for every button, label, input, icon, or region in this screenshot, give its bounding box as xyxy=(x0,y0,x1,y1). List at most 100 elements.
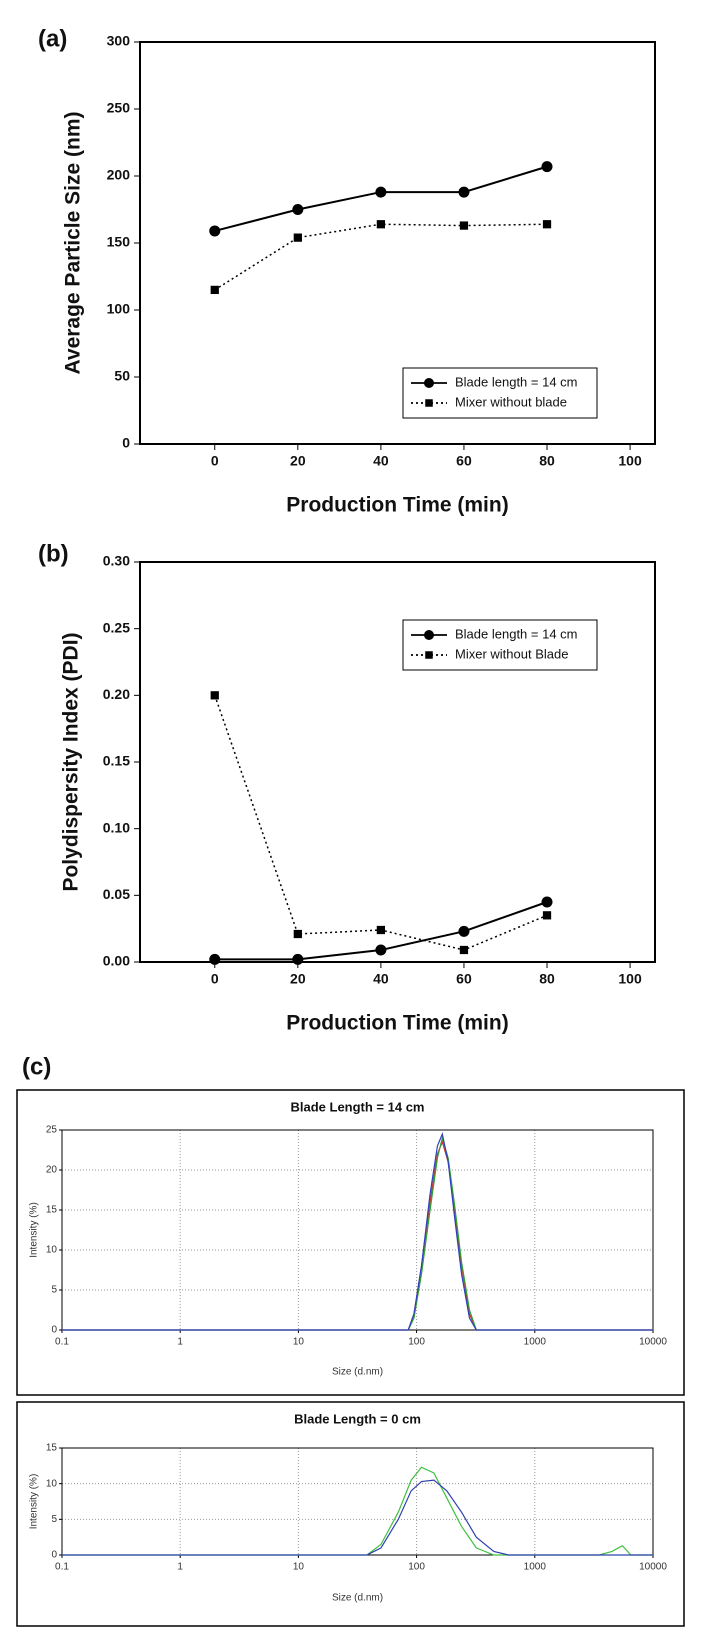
x-tick-label: 1000 xyxy=(524,1337,547,1348)
point xyxy=(375,944,387,956)
x-tick-label: 1000 xyxy=(524,1562,547,1573)
x-tick-label: 10000 xyxy=(639,1562,667,1573)
y-tick-label: 15 xyxy=(46,1443,58,1454)
x-axis-label: Production Time (min) xyxy=(286,494,508,517)
y-tick-label: 50 xyxy=(114,368,130,384)
y-tick-label: 0 xyxy=(51,1325,57,1336)
x-tick-label: 80 xyxy=(539,453,555,469)
y-tick-label: 25 xyxy=(46,1125,58,1136)
y-axis-label: Average Particle Size (nm) xyxy=(62,112,85,375)
y-tick-label: 0.00 xyxy=(103,953,130,969)
y-axis-label: Intensity (%) xyxy=(29,1202,40,1258)
legend-marker xyxy=(425,399,433,407)
x-tick-label: 10 xyxy=(293,1337,305,1348)
plot-frame xyxy=(139,41,656,445)
legend-box xyxy=(402,367,598,419)
x-tick-label: 20 xyxy=(290,971,306,987)
x-axis-label: Production Time (min) xyxy=(286,1012,508,1035)
y-tick-label: 0.15 xyxy=(103,753,130,769)
x-tick-label: 0 xyxy=(211,453,219,469)
y-tick-label: 0 xyxy=(51,1550,57,1561)
x-tick-label: 20 xyxy=(290,453,306,469)
x-tick-label: 60 xyxy=(456,453,472,469)
y-tick-label: 0 xyxy=(122,435,130,451)
y-tick-label: 200 xyxy=(107,167,131,183)
y-tick-label: 5 xyxy=(51,1514,57,1525)
x-tick-label: 100 xyxy=(408,1337,425,1348)
point xyxy=(210,691,219,700)
point xyxy=(459,221,469,230)
point xyxy=(541,896,553,908)
point xyxy=(458,186,470,198)
legend-label: Blade length = 14 cm xyxy=(455,374,578,389)
point xyxy=(542,220,552,229)
panel-label: (a) xyxy=(38,25,67,52)
legend-label: Mixer without Blade xyxy=(455,646,568,661)
point xyxy=(292,204,304,215)
y-tick-label: 0.05 xyxy=(103,886,130,902)
plot-frame xyxy=(61,1129,654,1331)
point xyxy=(209,225,221,237)
plot-frame xyxy=(61,1447,654,1556)
legend-box xyxy=(402,619,598,671)
series-line xyxy=(62,1131,653,1331)
point xyxy=(292,953,304,965)
y-tick-label: 15 xyxy=(46,1205,58,1216)
y-tick-label: 150 xyxy=(107,234,131,250)
y-axis-label: Polydispersity Index (PDI) xyxy=(60,632,83,891)
y-tick-label: 0.25 xyxy=(103,619,130,635)
x-tick-label: 0.1 xyxy=(55,1562,69,1573)
x-axis-label: Size (d.nm) xyxy=(332,1367,383,1378)
point xyxy=(375,186,387,198)
point xyxy=(459,945,469,955)
x-tick-label: 100 xyxy=(618,453,642,469)
x-tick-label: 0.1 xyxy=(55,1337,69,1348)
y-axis-label: Intensity (%) xyxy=(29,1474,40,1530)
legend-label: Blade length = 14 cm xyxy=(455,626,578,641)
point xyxy=(376,220,386,229)
x-tick-label: 80 xyxy=(539,971,555,987)
x-tick-label: 1 xyxy=(177,1337,183,1348)
point xyxy=(542,911,552,920)
legend-label: Mixer without blade xyxy=(455,394,567,409)
point xyxy=(293,233,302,242)
y-tick-label: 20 xyxy=(46,1165,58,1176)
point xyxy=(210,285,219,295)
panel-frame xyxy=(16,1089,685,1396)
x-tick-label: 40 xyxy=(373,971,389,987)
y-tick-label: 250 xyxy=(107,100,131,116)
point xyxy=(541,161,553,173)
chart-title: Blade Length = 14 cm xyxy=(290,1099,424,1114)
point xyxy=(376,925,386,935)
x-tick-label: 100 xyxy=(408,1562,425,1573)
x-tick-label: 60 xyxy=(456,971,472,987)
legend-marker xyxy=(424,630,434,640)
series-line xyxy=(62,1466,653,1556)
x-tick-label: 1 xyxy=(177,1562,183,1573)
x-tick-label: 40 xyxy=(373,453,389,469)
panel-frame xyxy=(16,1401,685,1627)
point xyxy=(209,953,221,965)
y-tick-label: 100 xyxy=(107,301,131,317)
series-line xyxy=(62,1479,653,1556)
y-tick-label: 0.20 xyxy=(103,686,130,702)
legend-marker xyxy=(424,378,434,388)
y-tick-label: 5 xyxy=(51,1285,57,1296)
series-line xyxy=(214,223,548,291)
legend-marker xyxy=(425,651,433,659)
point xyxy=(458,925,470,937)
panel-label: (b) xyxy=(38,540,69,567)
plot-frame xyxy=(139,561,656,963)
x-tick-label: 10 xyxy=(293,1562,305,1573)
series-line xyxy=(62,1135,653,1331)
y-tick-label: 10 xyxy=(46,1478,58,1489)
series-line xyxy=(62,1140,653,1331)
panel-label: (c) xyxy=(22,1053,51,1080)
y-tick-label: 0.10 xyxy=(103,819,130,835)
chart-title: Blade Length = 0 cm xyxy=(294,1411,421,1426)
point xyxy=(293,929,302,939)
x-tick-label: 100 xyxy=(618,971,642,987)
x-tick-label: 10000 xyxy=(639,1337,667,1348)
